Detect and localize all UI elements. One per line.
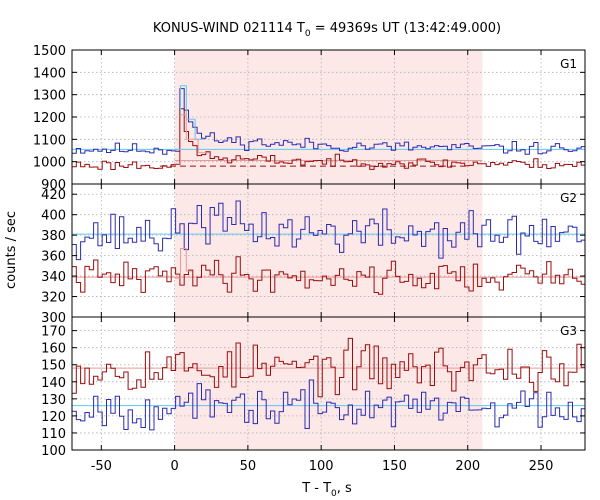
x-tick-label: 50 — [240, 459, 257, 474]
series-red-g1 — [72, 108, 585, 170]
y-tick-label: 1100 — [33, 133, 66, 148]
x-tick-label: 100 — [309, 459, 334, 474]
y-tick-label: 1000 — [33, 156, 66, 171]
bin-line-pink — [174, 248, 193, 279]
bin-line-pink — [174, 114, 210, 165]
y-tick-label: 900 — [41, 178, 66, 193]
grid — [72, 184, 585, 317]
grid — [72, 50, 585, 184]
panel-g3: 100 110 120 130 140 150 160 170 G3 -50 0 50 100 150 20… — [41, 316, 586, 474]
panel-g2: 300 320 340 360 380 400 420 G2 — [41, 183, 586, 326]
y-tick-label: 1300 — [33, 89, 66, 104]
x-tick-label: 150 — [382, 459, 407, 474]
y-tick-label: 150 — [41, 359, 66, 374]
y-tick-label: 160 — [41, 342, 66, 357]
chart-title: KONUS-WIND 021114 T0 = 49369s UT (13:42:… — [153, 21, 501, 39]
y-tick-label: 110 — [41, 427, 66, 442]
x-tick-label: -50 — [91, 459, 112, 474]
y-tick-label: 380 — [41, 229, 66, 244]
y-tick-label: 400 — [41, 209, 66, 224]
y-tick-label: 320 — [41, 291, 66, 306]
x-tick-label: 200 — [455, 459, 480, 474]
panel-label-g3: G3 — [560, 324, 577, 338]
y-tick-label: 340 — [41, 270, 66, 285]
panel-label-g2: G2 — [560, 191, 577, 205]
burst-interval-highlight — [174, 317, 483, 450]
ticks — [72, 317, 585, 451]
y-tick-label: 1500 — [33, 44, 66, 59]
burst-interval-highlight — [174, 184, 483, 317]
x-tick-label: 0 — [170, 459, 178, 474]
series-red-g2 — [72, 256, 585, 295]
panel-frame — [71, 316, 586, 451]
series-blue-g1 — [72, 88, 585, 155]
panel-g1: 900 1000 1100 1200 1300 1400 1500 G1 — [33, 44, 586, 193]
panel-label-g1: G1 — [560, 57, 577, 71]
y-tick-label: 300 — [41, 311, 66, 326]
series-blue-g2 — [72, 200, 585, 261]
y-tick-label: 1200 — [33, 111, 66, 126]
y-tick-label: 130 — [41, 393, 66, 408]
y-tick-label: 1400 — [33, 66, 66, 81]
y-axis-label: counts / sec — [4, 211, 19, 289]
light-curve-panels: 900100011001200130014001500G130032034036… — [33, 44, 586, 474]
x-axis-label: T - T0, s — [301, 481, 352, 499]
grid — [72, 317, 585, 450]
y-tick-label: 360 — [41, 250, 66, 265]
y-tick-label: 100 — [41, 444, 66, 459]
y-tick-label: 120 — [41, 410, 66, 425]
y-tick-label: 140 — [41, 376, 66, 391]
y-tick-label: 170 — [41, 325, 66, 340]
y-tick-label: 420 — [41, 188, 66, 203]
x-tick-label: 250 — [529, 459, 554, 474]
series-red-g3 — [72, 337, 585, 398]
series-blue-g3 — [72, 379, 585, 431]
